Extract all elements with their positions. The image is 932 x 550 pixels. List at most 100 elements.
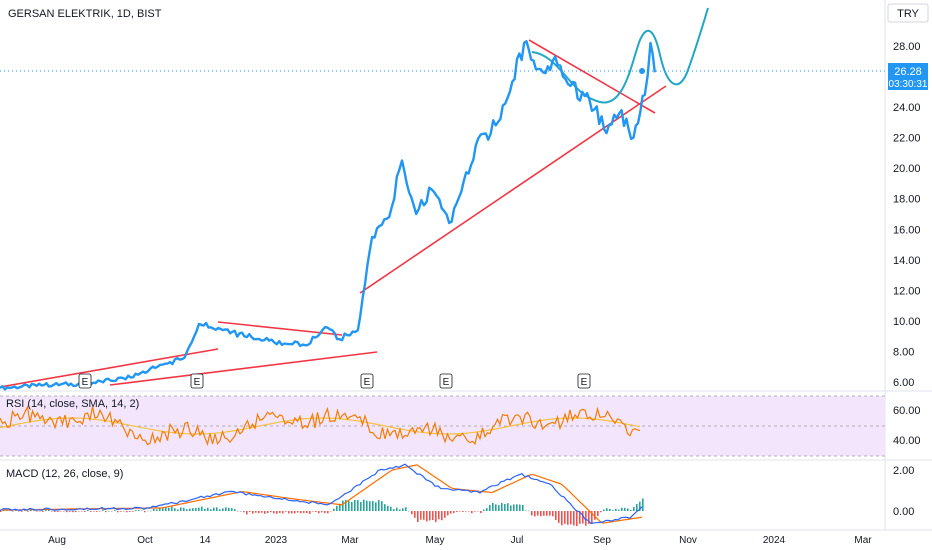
price-line[interactable]: [0, 40, 656, 391]
macd-histogram-bar: [108, 510, 110, 512]
macd-histogram-bar: [87, 510, 89, 511]
macd-histogram-bar: [456, 511, 458, 513]
earnings-marker[interactable]: E: [577, 373, 591, 389]
macd-histogram-bar: [279, 511, 281, 513]
macd-histogram-bar: [135, 510, 137, 511]
macd-histogram-bar: [414, 511, 416, 518]
macd-histogram-bar: [276, 511, 278, 514]
macd-histogram-bar: [420, 511, 422, 520]
macd-histogram-bar: [399, 509, 401, 511]
time-axis[interactable]: Aug Oct 14 2023 Mar May Jul Sep Nov 2024 Mar: [0, 529, 932, 546]
time-tick-label: Nov: [679, 535, 697, 546]
earnings-marker[interactable]: E: [360, 373, 374, 389]
macd-histogram-bar: [324, 511, 326, 514]
macd-histogram-bar: [630, 510, 632, 511]
macd-histogram-bar: [444, 511, 446, 518]
macd-histogram-bar: [531, 511, 533, 516]
macd-histogram-bar: [552, 511, 554, 517]
macd-histogram-bar: [234, 509, 236, 511]
time-tick-label: Mar: [341, 535, 359, 546]
macd-histogram-bar: [312, 511, 314, 512]
macd-histogram-bar: [213, 507, 215, 511]
macd-histogram-bar: [249, 511, 251, 512]
macd-histogram-bar: [111, 511, 113, 512]
price-tick-label: 14.00: [893, 255, 921, 267]
macd-histogram-bar: [225, 507, 227, 511]
macd-histogram-bar: [525, 510, 527, 511]
macd-histogram-bar: [24, 510, 26, 511]
macd-histogram-bar: [159, 508, 161, 511]
macd-histogram-bar: [363, 499, 365, 511]
macd-histogram-bar: [627, 508, 629, 511]
projection-path[interactable]: [531, 7, 709, 104]
macd-histogram-bar: [291, 511, 293, 514]
earnings-marker[interactable]: E: [190, 373, 204, 389]
rsi-pane[interactable]: RSI (14, close, SMA, 14, 2) 60.00 40.00: [0, 390, 932, 457]
price-axis[interactable]: TRY 28.0026.0024.0022.0020.0018.0016.001…: [884, 0, 929, 530]
macd-histogram-bar: [612, 510, 614, 511]
macd-histogram-bar: [309, 511, 311, 514]
macd-histogram-bar: [246, 511, 248, 515]
macd-histogram-bar: [483, 509, 485, 511]
macd-histogram-bar: [303, 511, 305, 513]
time-tick-label: Sep: [593, 535, 611, 546]
macd-histogram-bar: [468, 511, 470, 512]
last-price-badge: 26.28 03:30:31: [888, 63, 928, 90]
earnings-marker-label: E: [443, 377, 450, 388]
macd-histogram-bar: [294, 511, 296, 514]
macd-histogram-bar: [315, 511, 317, 512]
price-tick-label: 28.00: [893, 41, 921, 53]
earnings-marker-label: E: [82, 377, 89, 388]
macd-histogram-bar: [261, 511, 263, 513]
earnings-marker[interactable]: E: [78, 373, 92, 389]
trendline-lower-channel-top[interactable]: [0, 348, 219, 388]
macd-histogram-bar: [561, 511, 563, 526]
macd-histogram-bar: [528, 510, 530, 512]
trendline-support[interactable]: [359, 85, 667, 294]
macd-histogram-bar: [186, 509, 188, 511]
macd-histogram-bar: [366, 500, 368, 511]
macd-histogram-bar: [66, 511, 68, 513]
macd-histogram-bar: [573, 511, 575, 526]
macd-histogram-bar: [162, 507, 164, 511]
macd-histogram-bar: [27, 511, 29, 512]
price-tick-label: 8.00: [893, 346, 914, 358]
bar-countdown: 03:30:31: [889, 79, 928, 90]
rsi-line: [0, 405, 641, 446]
macd-histogram-bar: [153, 508, 155, 511]
macd-histogram-bar: [264, 511, 266, 514]
macd-pane[interactable]: MACD (12, 26, close, 9) 2.00 0.00: [0, 459, 932, 527]
trendline-lower-channel-bottom[interactable]: [109, 351, 378, 386]
macd-histogram-bar: [48, 509, 50, 511]
macd-histogram-bar: [327, 511, 329, 514]
macd-histogram-bar: [576, 511, 578, 527]
macd-histogram-bar: [480, 511, 482, 514]
macd-histogram-bar: [21, 511, 23, 512]
macd-histogram-bar: [534, 511, 536, 517]
macd-histogram-bar: [72, 511, 74, 513]
earnings-marker[interactable]: E: [439, 373, 453, 389]
macd-histogram-bar: [393, 509, 395, 511]
currency-badge[interactable]: [887, 3, 929, 23]
macd-histogram-bar: [498, 505, 500, 511]
price-tick-label: 6.00: [893, 377, 914, 389]
macd-histogram-bar: [240, 510, 242, 512]
macd-histogram-bar: [183, 507, 185, 511]
macd-histogram-bar: [396, 507, 398, 511]
macd-histogram-bar: [609, 508, 611, 511]
macd-histogram-bar: [345, 500, 347, 511]
macd-line: [0, 463, 643, 525]
trendline-resistance[interactable]: [528, 39, 656, 114]
macd-histogram-bar: [330, 511, 332, 512]
macd-histogram-bar: [489, 504, 491, 511]
macd-histogram-bar: [147, 510, 149, 512]
trendlines[interactable]: [0, 39, 667, 388]
macd-histogram-bar: [522, 505, 524, 511]
macd-histogram-bar: [57, 511, 59, 512]
macd-histogram-bar: [615, 508, 617, 511]
macd-histogram-bar: [333, 508, 335, 511]
macd-histogram-bar: [636, 503, 638, 511]
last-price-value: 26.28: [894, 66, 922, 78]
